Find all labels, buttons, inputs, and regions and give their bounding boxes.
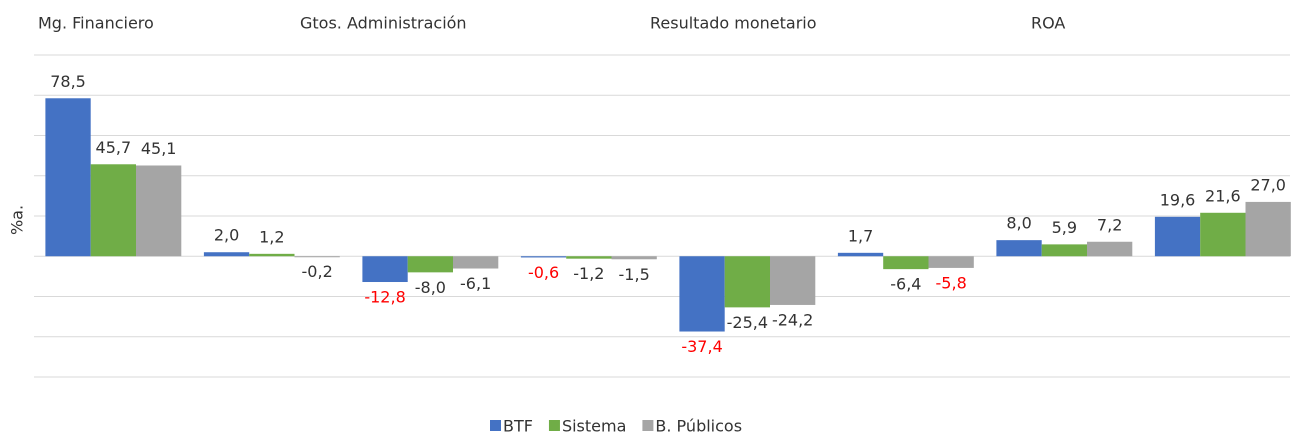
data-label: 19,6 [1160,190,1196,209]
data-label: -25,4 [727,313,768,332]
bar [294,256,340,258]
data-label: 5,9 [1052,218,1077,237]
data-label: -37,4 [681,337,722,356]
bar [45,98,91,257]
group-label: ROA [1031,14,1065,33]
data-label: -1,5 [619,265,650,284]
data-label: 8,0 [1006,214,1031,233]
bar [203,252,250,257]
bar [883,256,929,270]
data-label: -6,4 [890,275,921,294]
legend-swatch [490,420,501,431]
bar [1087,241,1133,257]
bar [90,164,136,257]
data-label: -0,2 [302,262,333,281]
bar [928,256,974,268]
data-label: 45,7 [96,138,132,157]
bar [724,256,770,308]
data-label: 21,6 [1205,186,1241,205]
bar [996,240,1042,257]
data-label: 45,1 [141,139,177,158]
bar [1200,212,1246,257]
data-label: -1,2 [573,264,604,283]
data-label: 78,5 [50,72,86,91]
legend-swatch [642,420,654,431]
legend-label: BTF [503,417,533,436]
legend-swatch [548,420,560,431]
data-label: 27,0 [1250,175,1286,194]
group-label: Resultado monetario [650,14,817,33]
bar [136,165,182,257]
data-label: 1,7 [848,226,873,245]
data-label: 7,2 [1097,215,1122,234]
bar [1041,244,1087,257]
bar [407,256,453,273]
bar [611,256,657,260]
bar [520,256,567,258]
group-label: Mg. Financiero [38,14,154,33]
bar [1245,201,1291,257]
bar [362,256,408,283]
bar [249,253,295,257]
data-label: -24,2 [772,310,813,329]
data-label: -12,8 [364,288,405,307]
data-label: -5,8 [936,273,967,292]
legend-label: Sistema [562,417,626,436]
bar [770,256,816,305]
bar [1154,216,1201,257]
bar [679,256,725,332]
y-axis-label: %a. [8,205,27,235]
data-label: 1,2 [259,227,284,246]
data-label: -8,0 [415,278,446,297]
legend-label: B. Públicos [655,417,742,436]
bar [566,256,612,259]
group-label: Gtos. Administración [300,14,467,33]
bar [837,252,884,257]
bar [453,256,499,269]
data-label: 2,0 [214,226,239,245]
data-label: -0,6 [528,263,559,282]
data-label: -6,1 [460,274,491,293]
